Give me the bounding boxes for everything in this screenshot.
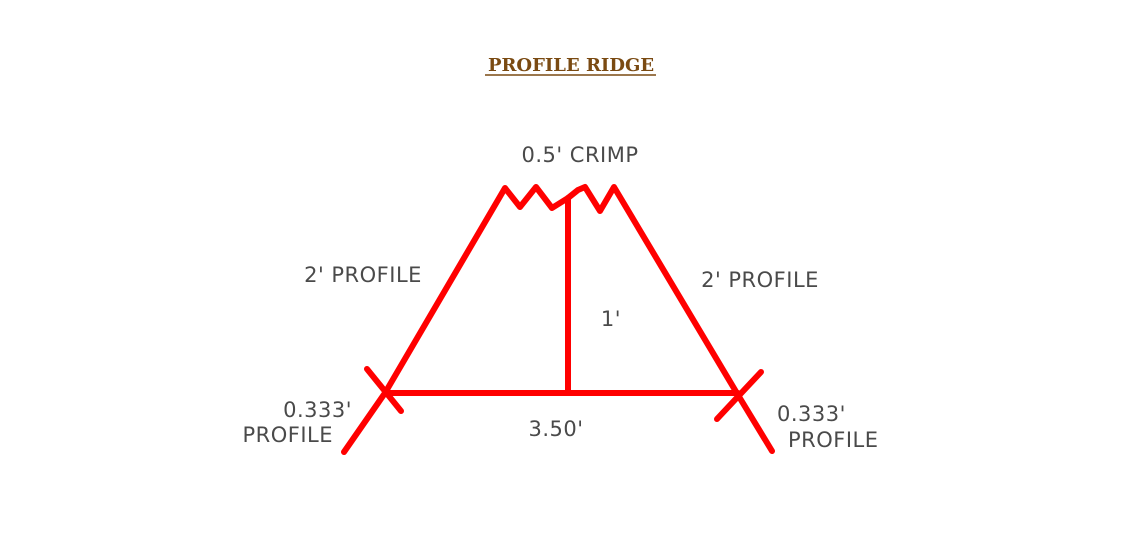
left-end-word: PROFILE [242, 423, 333, 447]
left-slope-line [382, 184, 571, 396]
right-slope-line [565, 184, 741, 398]
right-end-cross-mark [714, 369, 764, 422]
left-end-label: 0.333' PROFILE [242, 398, 352, 447]
right-end-word: PROFILE [788, 428, 879, 452]
right-end-extension [735, 392, 775, 454]
left-end-extension [341, 390, 388, 455]
ridge-profile [341, 184, 775, 455]
left-slope-label: 2' PROFILE [304, 263, 422, 287]
base-label: 3.50' [528, 417, 583, 441]
left-end-cross-mark [364, 366, 404, 414]
diagram-title: PROFILE RIDGE [488, 55, 654, 76]
left-end-value: 0.333' [283, 398, 352, 422]
height-label: 1' [601, 307, 621, 331]
right-slope-label: 2' PROFILE [701, 268, 819, 292]
right-end-value: 0.333' [777, 402, 846, 426]
right-end-label: 0.333' PROFILE [777, 402, 879, 452]
crimp-label: 0.5' CRIMP [521, 143, 638, 167]
